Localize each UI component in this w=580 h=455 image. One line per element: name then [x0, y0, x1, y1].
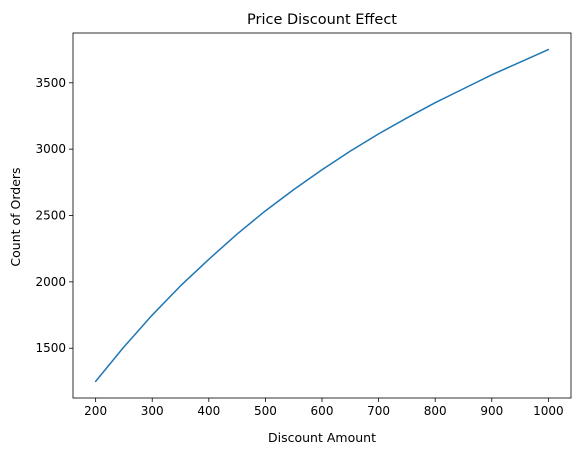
x-tick-label: 900	[480, 404, 503, 418]
y-tick-label: 3500	[35, 76, 66, 90]
x-tick-label: 500	[254, 404, 277, 418]
y-tick-label: 3000	[35, 142, 66, 156]
chart-title: Price Discount Effect	[247, 12, 397, 28]
y-tick-label: 2000	[35, 275, 66, 289]
x-tick-label: 600	[311, 404, 334, 418]
x-tick-label: 300	[141, 404, 164, 418]
x-tick-label: 400	[197, 404, 220, 418]
series-line-0	[94, 48, 550, 383]
plot-area: 200 300 400 500 600 700 800 900 1000 1500 2000 2500…	[35, 32, 572, 418]
x-tick-label: 800	[424, 404, 447, 418]
y-axis-label: Count of Orders	[8, 167, 23, 266]
x-tick-label: 1000	[533, 404, 564, 418]
y-tick-label: 2500	[35, 209, 66, 223]
x-tick-label: 700	[367, 404, 390, 418]
axes-frame	[72, 32, 572, 399]
x-tick-label: 200	[84, 404, 107, 418]
x-axis-label: Discount Amount	[268, 430, 376, 445]
y-tick-label: 1500	[35, 341, 66, 355]
